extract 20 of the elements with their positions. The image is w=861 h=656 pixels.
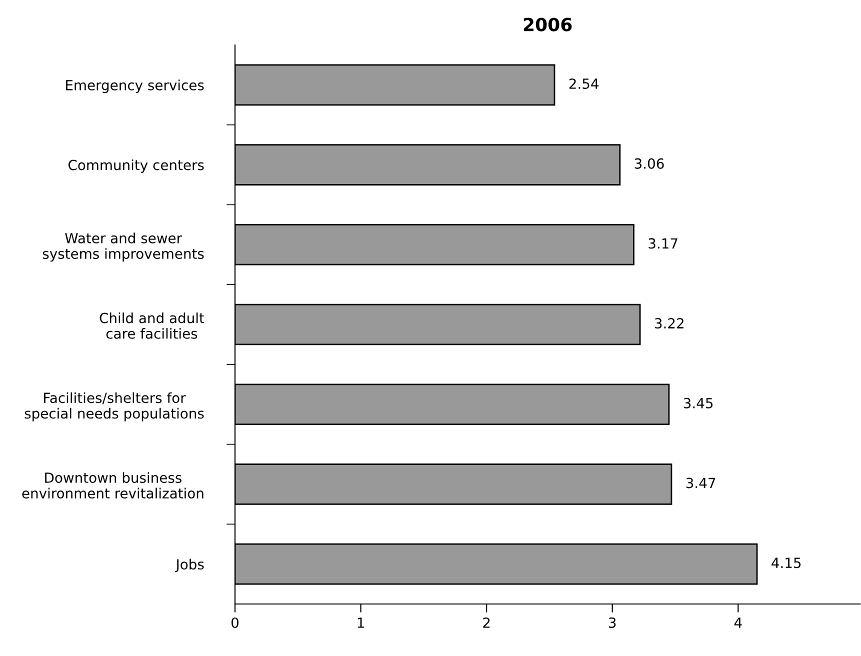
x-tick-label: 0 bbox=[231, 617, 238, 628]
x-tick-label: 4 bbox=[734, 618, 742, 628]
x-tick-label: 3 bbox=[608, 617, 616, 628]
y-tick-label: Child and adult care facilities bbox=[100, 312, 204, 339]
data-label: 3.47 bbox=[686, 478, 716, 488]
y-tick-label: Downtown business environment revitalization bbox=[22, 472, 204, 499]
y-tick-label: Water and sewer systems improvements bbox=[42, 232, 204, 262]
data-label: 3.17 bbox=[648, 238, 678, 249]
x-tick-label: 2 bbox=[483, 617, 490, 628]
y-tick-label: Jobs bbox=[175, 558, 204, 572]
data-label: 2.54 bbox=[569, 78, 599, 89]
chart-title: 2006 bbox=[524, 18, 572, 32]
data-label: 4.15 bbox=[772, 558, 801, 568]
x-tick-label: 1 bbox=[358, 618, 364, 628]
y-tick-label: Facilities/shelters for special needs populations bbox=[24, 392, 204, 422]
y-tick-label: Community centers bbox=[68, 160, 204, 173]
data-label: 3.06 bbox=[634, 158, 664, 169]
data-label: 3.22 bbox=[654, 318, 684, 329]
data-label: 3.45 bbox=[684, 398, 713, 408]
y-tick-label: Emergency services bbox=[66, 80, 204, 94]
